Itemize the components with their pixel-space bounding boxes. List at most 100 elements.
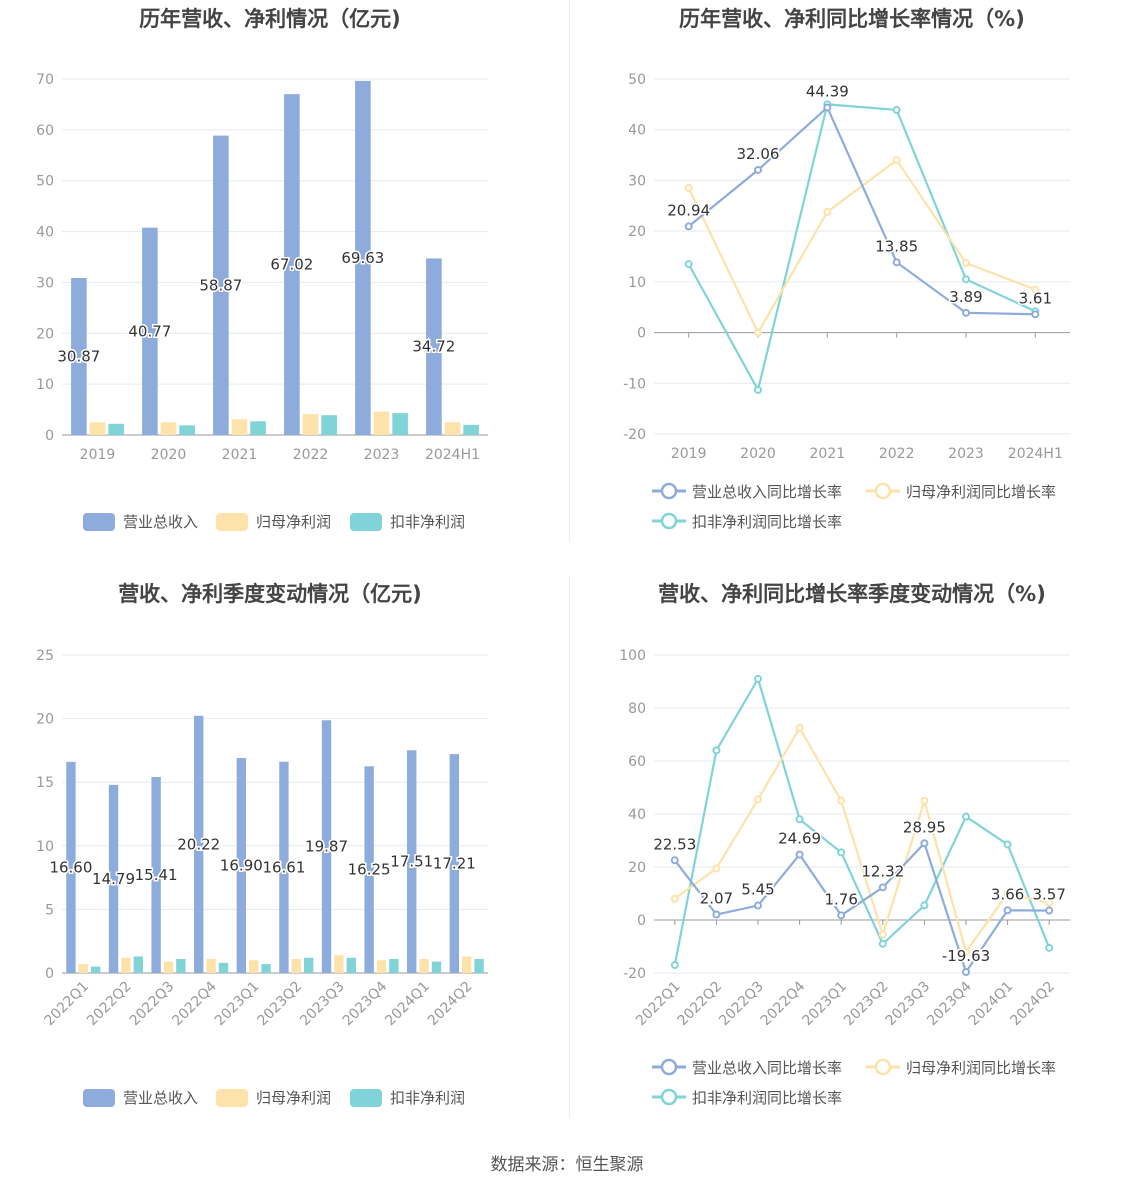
legend-swatch-marker: [660, 1088, 678, 1106]
data-point: [1045, 906, 1054, 915]
data-label: 40.77: [128, 322, 171, 340]
y-tick-label: 0: [637, 913, 646, 929]
bar: [321, 720, 332, 973]
bar: [279, 761, 289, 973]
y-tick-label: -20: [623, 427, 646, 443]
y-tick-label: 70: [36, 72, 54, 88]
bar: [364, 766, 374, 973]
bar: [376, 960, 387, 973]
x-tick-label: 2022Q4: [169, 978, 220, 1029]
data-point: [754, 385, 762, 394]
data-point: [795, 815, 804, 824]
data-label: 58.87: [199, 276, 242, 294]
bar: [302, 414, 319, 435]
data-point: [878, 939, 887, 948]
chart-quarterly-growth: 营收、净利同比增长率季度变动情况（%) -20 0 20 40 60 80 100 2022Q1…: [619, 582, 1070, 1107]
x-tick-label: 2023Q2: [255, 979, 306, 1030]
legend-item: 扣非净利润同比增长率: [652, 1088, 842, 1107]
chart-annual-values: 历年营收、净利情况（亿元) 0 10 20 30 40 50 60 70 2019 2020 2021…: [36, 7, 488, 531]
x-tick-label: 2024Q2: [1007, 979, 1058, 1030]
data-label: 13.85: [875, 237, 918, 255]
bar: [291, 959, 301, 973]
legend-item: 扣非净利润: [350, 513, 465, 531]
data-label: 17.21: [433, 855, 476, 873]
data-label: 28.95: [903, 818, 946, 836]
y-tick-label: 15: [36, 775, 54, 791]
data-point: [795, 850, 804, 859]
series-line: [687, 105, 1036, 316]
x-tick-label: 2023Q4: [340, 978, 391, 1029]
chart-title: 营收、净利季度变动情况（亿元): [118, 582, 422, 606]
data-source-note: 数据来源：恒生聚源: [490, 1155, 644, 1175]
data-label: 15.41: [135, 866, 178, 884]
legend-item: 扣非净利润同比增长率: [652, 512, 842, 531]
y-tick-label: 50: [628, 72, 646, 88]
data-label: 67.02: [270, 256, 313, 274]
bar: [236, 758, 247, 973]
data-label: 16.90: [220, 857, 263, 875]
legend-label: 扣非净利润: [390, 1089, 465, 1107]
bar: [78, 964, 88, 973]
chart-annual-growth: 历年营收、净利同比增长率情况（%) -20 -10 0 10 20 30 40 50 2019 20…: [623, 7, 1070, 531]
bar: [444, 422, 461, 435]
data-point: [962, 259, 970, 268]
x-tick-label: 2024Q1: [966, 979, 1017, 1030]
y-tick-label: 25: [36, 648, 54, 664]
bar: [66, 761, 76, 973]
y-tick-label: 5: [45, 902, 54, 918]
data-point: [712, 910, 721, 919]
data-point: [1003, 906, 1012, 915]
legend-swatch-marker: [660, 512, 678, 530]
data-point: [1003, 889, 1012, 898]
legend-label: 营业总收入: [123, 513, 198, 531]
data-point: [754, 795, 762, 804]
data-point: [892, 105, 901, 114]
bar: [249, 960, 259, 973]
y-tick-label: 100: [619, 648, 646, 664]
legend-item: 归母净利润同比增长率: [866, 482, 1056, 501]
legend-label: 归母净利润同比增长率: [906, 1059, 1056, 1077]
bar: [194, 715, 204, 973]
legend-label: 扣非净利润同比增长率: [692, 513, 842, 531]
data-point: [920, 839, 929, 848]
data-label: -19.63: [942, 947, 990, 965]
data-label: 17.51: [390, 853, 433, 871]
bar: [389, 959, 399, 973]
y-tick-label: 10: [36, 839, 54, 855]
legend-label: 营业总收入: [123, 1089, 198, 1107]
bar: [321, 415, 337, 435]
bar: [284, 94, 300, 435]
bar: [346, 957, 356, 973]
data-label: 12.32: [861, 862, 904, 880]
data-point: [754, 328, 762, 337]
data-point: [712, 746, 721, 755]
data-point: [823, 207, 832, 216]
data-label: 20.22: [177, 835, 220, 853]
data-point: [962, 308, 970, 317]
series-line: [673, 841, 1050, 975]
y-tick-label: 20: [628, 860, 646, 876]
data-label: 16.60: [49, 858, 92, 876]
x-tick-label: 2021: [810, 446, 846, 462]
x-tick-label: 2023Q1: [212, 979, 263, 1030]
bar: [407, 750, 417, 973]
legend-item: 营业总收入同比增长率: [652, 482, 842, 501]
data-point: [962, 275, 970, 284]
bar: [426, 258, 442, 435]
legend-item: 归母净利润同比增长率: [866, 1058, 1056, 1077]
bar: [160, 422, 177, 435]
bar: [355, 80, 371, 435]
data-point: [920, 901, 929, 910]
bar: [231, 419, 248, 435]
bar: [392, 413, 408, 435]
bar: [431, 961, 442, 973]
legend-item: 扣非净利润: [350, 1089, 465, 1107]
x-tick-label: 2019: [671, 446, 707, 462]
y-tick-label: 20: [36, 712, 54, 728]
legend-swatch: [83, 513, 115, 531]
data-point: [823, 103, 832, 112]
data-label: 5.45: [741, 881, 774, 899]
x-tick-label: 2022Q2: [675, 979, 726, 1030]
bar: [108, 784, 119, 973]
